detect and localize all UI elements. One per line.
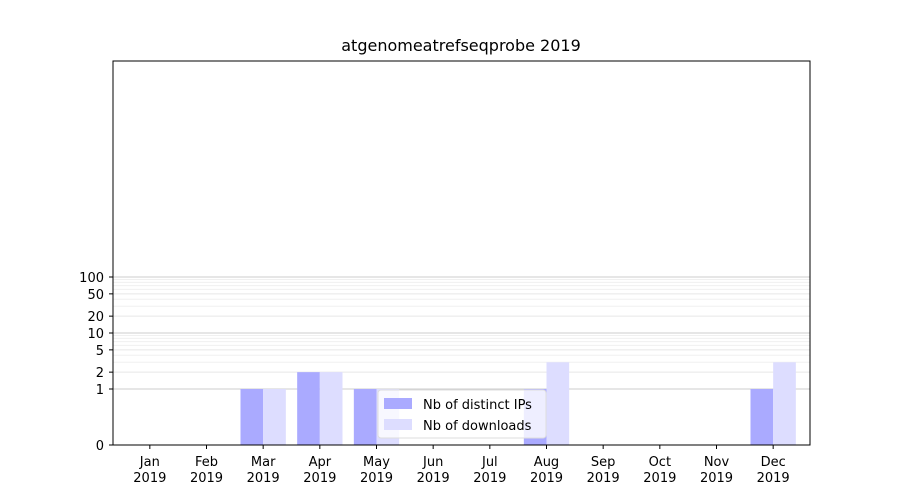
legend-swatch: [384, 398, 412, 409]
x-tick-label: Aug 2019: [530, 455, 563, 486]
tick-labels: 0 1 2 5 10 20 50 100 Jan 2019 Feb 2019 Mar 2019 Apr 201…: [79, 271, 790, 486]
y-tick-label: 10: [87, 327, 104, 342]
bar: [263, 389, 286, 445]
bar: [353, 389, 377, 445]
y-tick-label: 50: [87, 288, 104, 303]
y-tick-label: 20: [87, 310, 104, 325]
bar: [319, 372, 343, 445]
x-tick-label: Jan 2019: [133, 455, 166, 486]
y-tick-label: 100: [79, 271, 104, 286]
legend: Nb of distinct IPs Nb of downloads: [377, 389, 547, 439]
x-tick-label: Oct 2019: [643, 455, 676, 486]
plot-frame: [112, 60, 811, 446]
x-tick-label: Jun 2019: [417, 455, 450, 486]
x-tick-label: Feb 2019: [190, 455, 223, 486]
bar: [773, 362, 796, 445]
legend-label: Nb of downloads: [423, 419, 532, 434]
y-tick-label: 2: [96, 366, 104, 381]
x-tick-label: Dec 2019: [757, 455, 790, 486]
x-tick-label: Nov 2019: [700, 455, 733, 486]
bar: [546, 362, 570, 445]
y-tick-label: 0: [96, 439, 104, 454]
axes: [109, 60, 811, 449]
bar: [297, 372, 320, 445]
legend-swatch: [384, 419, 412, 430]
x-tick-label: Sep 2019: [587, 455, 620, 486]
y-tick-label: 1: [96, 383, 104, 398]
y-tick-label: 5: [96, 344, 104, 359]
legend-label: Nb of distinct IPs: [423, 398, 532, 413]
bar: [240, 389, 264, 445]
chart-title: atgenomeatrefseqprobe 2019: [341, 36, 581, 55]
legend-box: [377, 389, 547, 439]
x-tick-label: May 2019: [360, 455, 393, 486]
x-tick-label: Apr 2019: [303, 455, 336, 486]
bar: [750, 389, 774, 445]
x-tick-label: Mar 2019: [247, 455, 280, 486]
x-tick-label: Jul 2019: [473, 455, 506, 486]
grid-lines: [113, 276, 810, 446]
